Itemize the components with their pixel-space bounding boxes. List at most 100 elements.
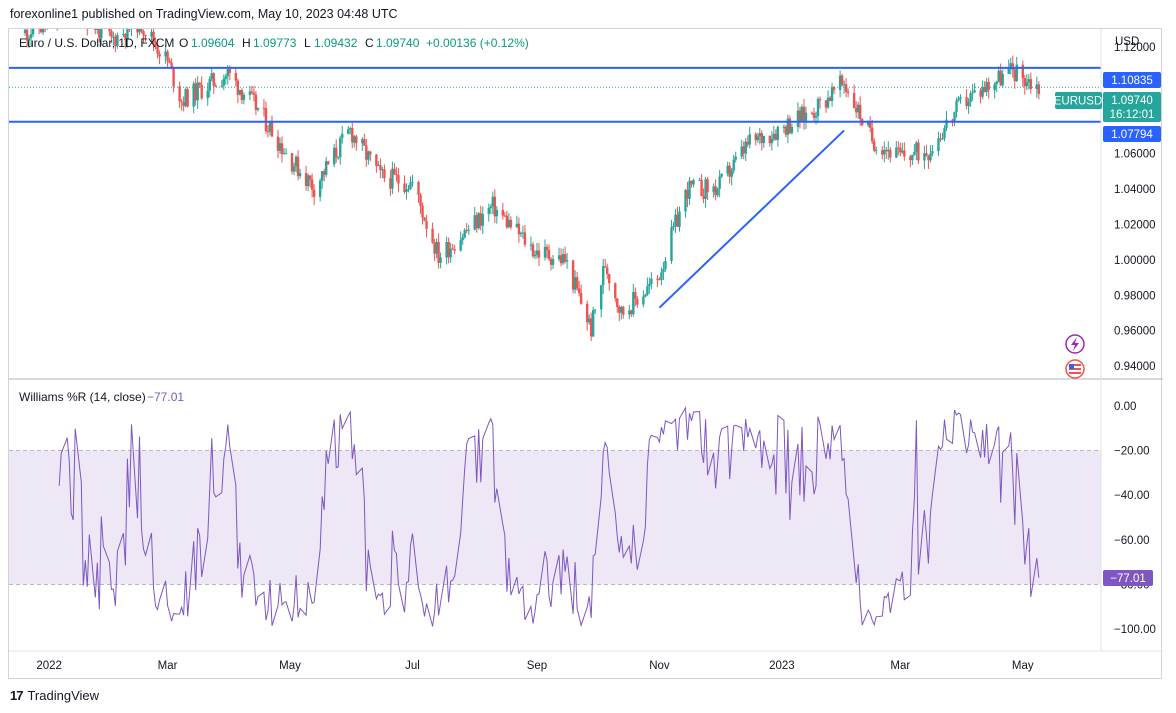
candle-body: [871, 127, 874, 142]
candle-body: [266, 131, 270, 133]
wr-legend-name: Williams %R (14, close): [19, 390, 146, 404]
candle-body: [280, 143, 284, 155]
candle-body: [276, 136, 280, 151]
us-flag-icon[interactable]: [1065, 359, 1085, 379]
trendline[interactable]: [658, 129, 845, 309]
candle-body: [242, 94, 246, 101]
candle-body: [706, 179, 709, 193]
candle-body: [451, 248, 454, 250]
support-badge[interactable]: 1.07794: [1103, 126, 1161, 142]
candle-body: [138, 29, 141, 33]
candle-body: [465, 230, 468, 232]
candle-body: [250, 91, 254, 93]
candle-body: [846, 91, 850, 93]
candle-body: [403, 183, 406, 192]
candle-body: [425, 221, 428, 229]
candle-body: [493, 196, 497, 217]
symbol-badge[interactable]: EURUSD: [1054, 92, 1103, 109]
chart-frame[interactable]: Euro / U.S. Dollar, 1D, FXCM O 1.09604 H…: [8, 28, 1163, 680]
candle-body: [784, 126, 788, 135]
candle-body: [353, 136, 356, 143]
wr-tick-label: −60.00: [1114, 535, 1150, 547]
candle-body: [589, 318, 593, 337]
candle-body: [481, 214, 484, 226]
candle-body: [602, 266, 605, 286]
time-tick-label: 2022: [36, 660, 62, 672]
candle-body: [688, 180, 691, 199]
legend-open-label: O: [179, 36, 188, 50]
candle-body: [421, 205, 424, 218]
candle-body: [381, 169, 384, 171]
time-ticks: 2022 Mar May Jul Sep Nov 2023 Mar May: [36, 660, 1034, 672]
lightning-icon[interactable]: [1065, 334, 1085, 354]
candle-body: [108, 29, 111, 31]
candles: [23, 29, 1041, 341]
candle-body: [322, 171, 326, 175]
candle-body: [587, 318, 591, 323]
candle-body: [943, 127, 946, 139]
symbol-badge-text: EURUSD: [1054, 96, 1103, 108]
candle-body: [812, 113, 816, 118]
wr-tick-label: −100.00: [1114, 624, 1156, 636]
candle-body: [816, 98, 820, 117]
chart-svg[interactable]: Euro / U.S. Dollar, 1D, FXCM O 1.09604 H…: [9, 29, 1163, 680]
candle-body: [897, 147, 900, 149]
candle-body: [369, 151, 372, 155]
candle-body: [608, 274, 611, 284]
candle-body: [294, 156, 298, 167]
candle-body: [720, 173, 723, 177]
time-tick-label: May: [1012, 660, 1034, 672]
candle-body: [375, 154, 378, 167]
resistance-badge[interactable]: 1.10835: [1103, 72, 1161, 88]
candle-body: [312, 189, 316, 197]
candle-body: [94, 29, 97, 30]
candle-body: [718, 176, 721, 189]
candle-body: [156, 46, 159, 54]
legend-close-label: C: [365, 36, 374, 50]
candle-body: [537, 250, 541, 258]
candle-body: [397, 175, 400, 184]
legend-high: 1.09773: [253, 36, 297, 50]
candle-body: [172, 67, 175, 87]
candle-body: [196, 82, 199, 101]
candle-body: [178, 86, 181, 102]
candle-body: [433, 242, 436, 254]
candle-body: [967, 101, 970, 106]
candle-body: [501, 209, 505, 216]
wr-line: [58, 406, 1040, 628]
wr-band: [9, 450, 1101, 585]
candle-body: [248, 91, 252, 95]
candle-body: [411, 181, 414, 183]
candle-body: [1011, 63, 1014, 70]
candle-body: [126, 29, 129, 41]
candle-body: [391, 168, 394, 189]
candle-body: [909, 156, 912, 161]
footer-brand[interactable]: 17 TradingView: [10, 688, 99, 703]
price-badge[interactable]: 1.09740 16:12:01: [1103, 92, 1161, 122]
candle-body: [270, 122, 274, 137]
candle-body: [521, 232, 525, 234]
candle-body: [620, 306, 623, 313]
candle-body: [838, 75, 842, 90]
candle-body: [152, 31, 155, 44]
candle-body: [971, 92, 974, 94]
candle-body: [363, 139, 366, 146]
candle-body: [557, 255, 561, 260]
candle-body: [445, 242, 448, 258]
candle-body: [768, 135, 772, 144]
wr-badge[interactable]: −77.01: [1103, 570, 1153, 586]
candle-body: [379, 165, 382, 170]
candle-body: [953, 112, 956, 121]
price-tick-label: 0.96000: [1114, 326, 1156, 338]
candle-body: [292, 166, 296, 172]
candle-body: [182, 102, 185, 107]
candle-body: [124, 34, 127, 41]
candle-body: [170, 62, 173, 68]
candle-body: [212, 73, 215, 86]
wr-tick-label: 0.00: [1114, 401, 1136, 413]
candle-body: [575, 277, 579, 289]
candle-body: [1023, 78, 1026, 87]
legend-symbol: Euro / U.S. Dollar, 1D, FXCM: [19, 36, 174, 50]
candle-body: [734, 156, 737, 160]
candle-body: [856, 104, 860, 113]
